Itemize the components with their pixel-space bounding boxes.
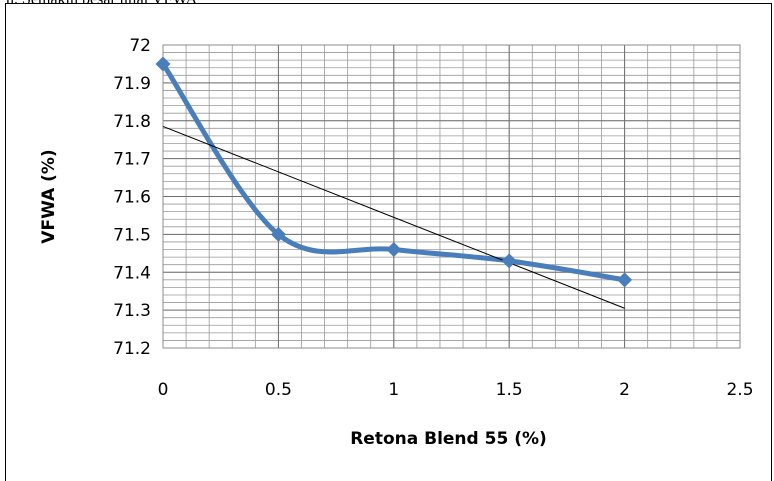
data-point-marker [155,56,171,72]
header-text: n. Semakin besar nilai VFWA [6,0,197,9]
x-tick-label: 2.5 [726,380,753,400]
trendline [162,125,625,309]
series-line-vfwa [160,62,626,283]
y-tick-label: 71.2 [113,339,151,359]
y-tick-label: 71.5 [113,225,151,245]
y-tick-label: 71.7 [113,150,151,170]
y-tick-label: 71.4 [113,263,151,283]
y-tick-label: 71.8 [113,112,151,132]
y-axis-title: VFWA (%) [39,149,59,243]
x-tick-label: 1.5 [496,380,523,400]
x-tick-label: 0.5 [265,380,292,400]
data-point-marker [617,272,633,288]
y-tick-label: 71.6 [113,188,151,208]
x-tick-label: 1 [388,380,399,400]
x-tick-label: 2 [619,380,630,400]
plot-area [162,44,741,349]
series-markers [155,56,633,288]
x-axis-title: Retona Blend 55 (%) [350,429,547,449]
y-tick-label: 71.9 [113,74,151,94]
y-tick-label: 72 [129,36,151,56]
chart-frame [5,3,772,481]
y-tick-label: 71.3 [113,301,151,321]
y-tick-labels: 71.2 71.3 71.4 71.5 71.6 71.7 71.8 71.9 72 [113,36,151,359]
data-point-marker [386,242,402,258]
x-tick-label: 0 [158,380,169,400]
data-point-marker [501,253,517,269]
data-point-marker [270,226,286,242]
x-tick-labels: 0 0.5 1 1.5 2 2.5 [158,380,754,400]
